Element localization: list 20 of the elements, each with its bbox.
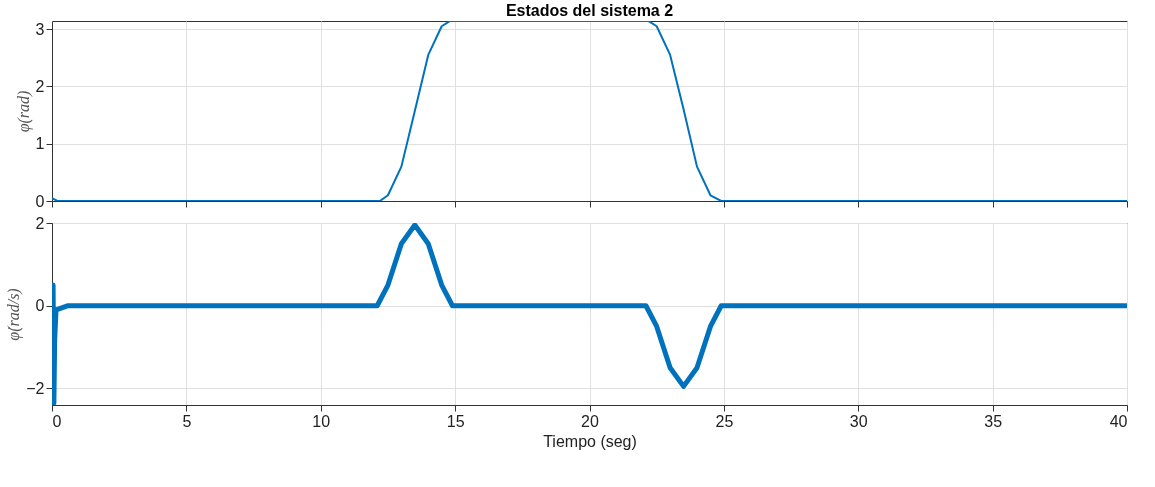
y-tick-label: 2 xyxy=(35,77,45,95)
y-tick-label: 2 xyxy=(35,214,45,232)
x-tick-label: 20 xyxy=(581,412,599,430)
x-axis-title: Tiempo (seg) xyxy=(543,432,637,450)
x-tick-label: 5 xyxy=(182,412,192,430)
y-tick-label: 3 xyxy=(35,20,45,38)
y-tick-label: −2 xyxy=(26,379,45,397)
y-tick-label: 1 xyxy=(35,135,45,153)
x-tick-label: 40 xyxy=(1109,412,1128,430)
x-tick-label: 25 xyxy=(715,412,734,430)
y-tick-label: 0 xyxy=(35,297,45,315)
x-tick-label: 30 xyxy=(849,412,868,430)
y-axis-title: φ(rad) xyxy=(14,90,33,133)
x-tick-label: 0 xyxy=(52,412,62,430)
x-tick-label: 35 xyxy=(984,412,1003,430)
chart-title: Estados del sistema 2 xyxy=(505,2,674,19)
y-tick-label: 0 xyxy=(35,192,45,210)
x-tick-label: 15 xyxy=(446,412,465,430)
x-tick-label: 10 xyxy=(312,412,331,430)
y-axis-title: φ̇(rad/s) xyxy=(5,288,24,341)
